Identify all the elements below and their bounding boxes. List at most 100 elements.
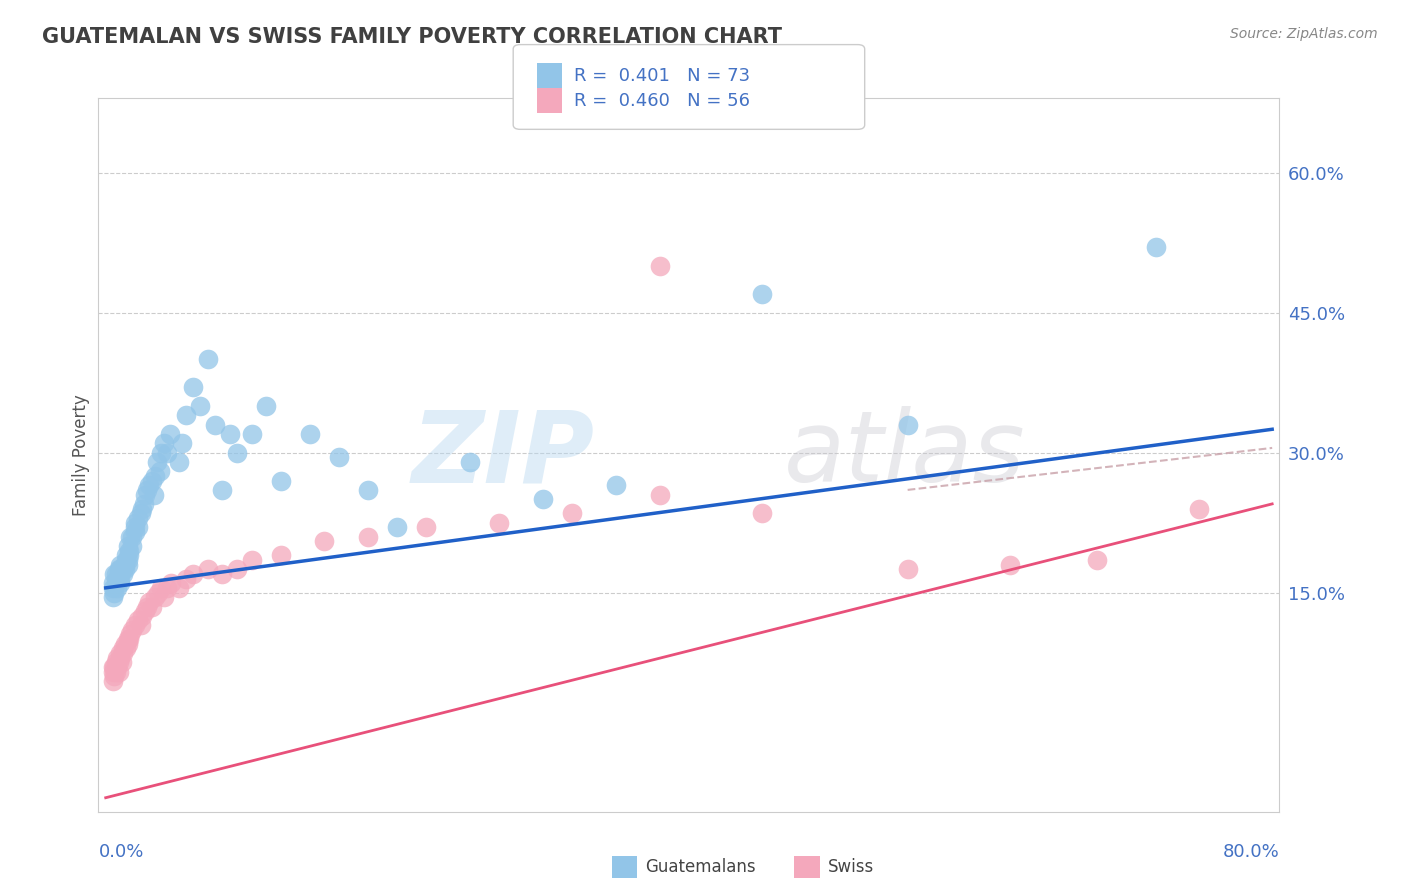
Point — [143, 469, 166, 483]
Point — [114, 637, 136, 651]
Point — [211, 566, 233, 581]
Point — [153, 436, 176, 450]
Point — [159, 426, 181, 441]
Point — [105, 581, 128, 595]
Point — [226, 562, 249, 576]
Point — [1144, 240, 1167, 254]
Point — [104, 656, 127, 670]
Point — [104, 665, 127, 679]
Y-axis label: Family Poverty: Family Poverty — [72, 394, 90, 516]
Point — [897, 417, 920, 432]
Point — [118, 543, 141, 558]
Point — [105, 572, 128, 586]
Point — [117, 553, 139, 567]
Point — [141, 599, 163, 614]
Point — [101, 590, 124, 604]
Point — [181, 380, 204, 394]
Point — [103, 566, 125, 581]
Point — [110, 566, 132, 581]
Point — [240, 553, 263, 567]
Point — [110, 572, 132, 586]
Point — [142, 487, 165, 501]
Point — [124, 520, 146, 534]
Point — [110, 576, 132, 591]
Point — [148, 585, 170, 599]
Point — [240, 426, 263, 441]
Point — [117, 558, 139, 572]
Point — [117, 632, 139, 647]
Point — [124, 524, 146, 539]
Point — [751, 287, 773, 301]
Point — [270, 474, 292, 488]
Point — [127, 614, 149, 628]
Point — [167, 581, 190, 595]
Point — [458, 455, 481, 469]
Point — [314, 534, 336, 549]
Point — [134, 604, 156, 618]
Point — [112, 646, 135, 660]
Point — [118, 548, 141, 562]
Point — [108, 566, 131, 581]
Point — [103, 669, 125, 683]
Point — [648, 487, 671, 501]
Point — [108, 656, 131, 670]
Point — [135, 599, 157, 614]
Point — [114, 558, 136, 572]
Point — [131, 501, 153, 516]
Point — [114, 562, 136, 576]
Point — [103, 660, 125, 674]
Point — [108, 562, 131, 576]
Point — [357, 530, 380, 544]
Point — [118, 632, 141, 647]
Point — [120, 530, 142, 544]
Text: ZIP: ZIP — [412, 407, 595, 503]
Point — [101, 581, 124, 595]
Point — [110, 650, 132, 665]
Point — [115, 548, 138, 562]
Point — [1188, 501, 1211, 516]
Point — [117, 539, 139, 553]
Text: R =  0.460   N = 56: R = 0.460 N = 56 — [574, 92, 749, 110]
Point — [110, 558, 132, 572]
Point — [190, 399, 212, 413]
Point — [127, 520, 149, 534]
Point — [561, 506, 583, 520]
Text: 0.0%: 0.0% — [98, 843, 143, 861]
Point — [150, 445, 173, 459]
Point — [124, 618, 146, 632]
Point — [134, 487, 156, 501]
Point — [605, 478, 627, 492]
Point — [153, 590, 176, 604]
Point — [105, 660, 128, 674]
Text: Swiss: Swiss — [828, 858, 875, 876]
Text: Guatemalans: Guatemalans — [645, 858, 756, 876]
Point — [143, 590, 166, 604]
Point — [328, 450, 350, 465]
Point — [117, 637, 139, 651]
Point — [145, 455, 167, 469]
Point — [101, 674, 124, 689]
Point — [115, 553, 138, 567]
Point — [115, 641, 138, 656]
Text: Source: ZipAtlas.com: Source: ZipAtlas.com — [1230, 27, 1378, 41]
Point — [211, 483, 233, 497]
Point — [167, 455, 190, 469]
Point — [181, 566, 204, 581]
Point — [108, 665, 131, 679]
Point — [121, 530, 143, 544]
Point — [101, 660, 124, 674]
Point — [488, 516, 510, 530]
Point — [156, 445, 179, 459]
Point — [135, 483, 157, 497]
Point — [204, 417, 226, 432]
Point — [298, 426, 321, 441]
Point — [124, 516, 146, 530]
Point — [531, 492, 554, 507]
Point — [197, 562, 219, 576]
Point — [112, 566, 135, 581]
Point — [1085, 553, 1108, 567]
Point — [129, 506, 152, 520]
Point — [751, 506, 773, 520]
Point — [103, 585, 125, 599]
Point — [138, 478, 160, 492]
